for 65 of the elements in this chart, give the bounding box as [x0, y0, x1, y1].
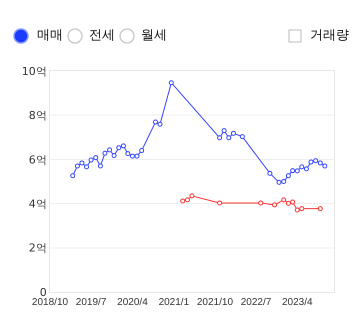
- point: [318, 160, 323, 166]
- point: [281, 179, 286, 184]
- point: [226, 135, 232, 140]
- text: 거래량: [310, 28, 349, 43]
- point: [290, 200, 296, 205]
- point: [180, 198, 186, 204]
- point: [276, 180, 282, 185]
- text: 매매: [37, 28, 63, 43]
- point: [70, 173, 76, 178]
- x-tick-label: 2023/4: [282, 297, 314, 308]
- x-tick-label: 2022/7: [240, 297, 272, 308]
- x-tick-label: 2018/10: [32, 297, 69, 308]
- point: [272, 202, 278, 208]
- y-tick-label: 2억: [28, 242, 47, 255]
- point: [139, 148, 144, 154]
- text: 월세: [141, 28, 167, 43]
- point: [93, 155, 98, 160]
- y-tick-label: 8억: [28, 109, 47, 122]
- point: [318, 206, 323, 212]
- point: [286, 200, 291, 206]
- point: [281, 197, 286, 202]
- x-tick-label: 2021/10: [196, 297, 234, 308]
- y-tick-label: 4억: [28, 197, 47, 210]
- point: [217, 200, 222, 206]
- point: [134, 154, 140, 159]
- point: [158, 122, 163, 127]
- point: [304, 166, 309, 172]
- point: [294, 208, 300, 213]
- y-tick-label: 10억: [22, 64, 47, 78]
- point: [84, 164, 90, 170]
- y-tick-label: 6억: [28, 153, 47, 166]
- point: [189, 193, 194, 198]
- point: [112, 153, 117, 158]
- point: [107, 147, 112, 152]
- x-tick-label: 2021/1: [158, 297, 190, 308]
- point: [299, 206, 304, 212]
- point: [125, 151, 130, 156]
- point: [290, 168, 296, 174]
- point: [120, 143, 126, 148]
- text: 전세: [89, 28, 115, 43]
- point: [286, 173, 291, 178]
- point: [240, 134, 245, 140]
- point: [294, 168, 300, 174]
- point: [258, 200, 264, 206]
- point: [267, 170, 272, 176]
- point: [308, 160, 314, 165]
- point: [299, 164, 304, 170]
- point: [313, 158, 318, 164]
- point: [322, 164, 328, 169]
- y-tick-label: 0: [40, 286, 47, 299]
- point: [168, 80, 174, 86]
- point: [130, 154, 135, 159]
- point: [102, 150, 108, 156]
- point: [230, 130, 236, 136]
- point: [222, 128, 227, 134]
- x-tick-label: 2020/4: [117, 297, 148, 308]
- x-tick-label: 2019/7: [76, 297, 107, 308]
- point: [153, 120, 158, 125]
- point: [88, 158, 94, 163]
- point: [217, 135, 222, 140]
- point: [74, 164, 80, 169]
- point: [184, 197, 190, 202]
- point: [98, 164, 103, 169]
- point: [116, 145, 122, 150]
- point: [79, 160, 84, 166]
